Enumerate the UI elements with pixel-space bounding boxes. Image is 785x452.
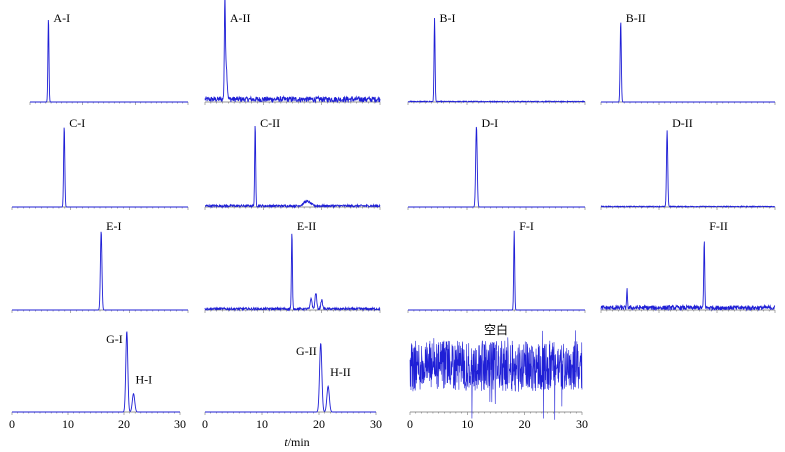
x-tick-label: 0: [407, 417, 413, 431]
chromatogram-trace-1: [30, 19, 188, 103]
x-tick-label: 20: [519, 417, 531, 431]
peak-label-D-II: D-II: [672, 116, 693, 130]
x-tick-label: 30: [576, 417, 588, 431]
peak-label-A-II: A-II: [230, 11, 251, 25]
peak-label-E-I: E-I: [106, 219, 121, 233]
chromatogram-trace-4: [601, 22, 775, 103]
chromatogram-trace-9: [12, 231, 188, 311]
peak-label-B-I: B-I: [440, 11, 456, 25]
peak-label-E-II: E-II: [297, 219, 316, 233]
x-tick-label: 0: [9, 417, 15, 431]
peak-label-C-II: C-II: [260, 116, 280, 130]
chromatogram-trace-11: [408, 230, 585, 311]
x-tick-label: 10: [62, 417, 74, 431]
chromatogram-trace-3: [407, 17, 586, 104]
peak-label-H-II: H-II: [330, 365, 351, 379]
peak-label-F-I: F-I: [519, 219, 534, 233]
peak-label-C-I: C-I: [69, 116, 85, 130]
x-tick-label: 10: [461, 417, 473, 431]
blank-label: 空白: [484, 322, 508, 337]
x-tick-label: 0: [202, 417, 208, 431]
x-axis-label: t/min: [284, 435, 309, 449]
x-axis-label-symbol: t: [284, 435, 288, 449]
peak-label-A-I: A-I: [53, 11, 70, 25]
peak-label-G-I: G-I: [106, 332, 123, 346]
x-tick-label: 30: [370, 417, 382, 431]
chromatogram-trace-14: [205, 343, 376, 413]
chromatogram-trace-6: [204, 126, 381, 209]
x-tick-label: 10: [256, 417, 268, 431]
x-tick-label: 20: [313, 417, 325, 431]
peak-label-G-II: G-II: [296, 344, 317, 358]
peak-label-B-II: B-II: [626, 11, 646, 25]
chromatogram-trace-12: [600, 241, 776, 312]
x-tick-label: 30: [174, 417, 186, 431]
chromatogram-trace-15: [409, 330, 583, 420]
chromatogram-trace-8: [600, 130, 776, 209]
chromatogram-trace-7: [408, 126, 585, 208]
chromatogram-trace-13: [12, 331, 180, 413]
x-axis-label-unit: /min: [288, 435, 310, 449]
chromatogram-trace-10: [204, 233, 381, 312]
chromatogram-trace-2: [204, 0, 381, 104]
chromatogram-trace-5: [12, 127, 188, 208]
x-tick-label: 20: [118, 417, 130, 431]
peak-label-D-I: D-I: [481, 116, 498, 130]
peak-label-F-II: F-II: [709, 219, 728, 233]
peak-label-H-I: H-I: [136, 373, 153, 387]
